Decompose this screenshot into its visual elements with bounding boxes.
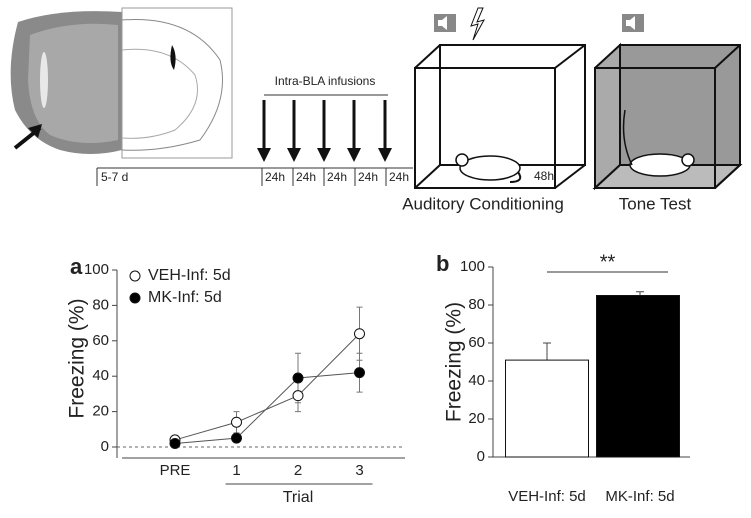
marker	[354, 328, 365, 340]
test-box	[592, 42, 743, 191]
x-tick-label: 1	[232, 462, 240, 479]
interval-label: 24h	[327, 170, 347, 184]
x-tick-label: MK-Inf: 5d	[605, 488, 674, 505]
interval-label: 24h	[296, 170, 316, 184]
y-tick-label: 0	[477, 448, 485, 465]
legend-marker	[129, 270, 141, 282]
panel-label: a	[70, 254, 83, 279]
x-tick-label: 2	[294, 462, 302, 479]
legend-marker	[129, 292, 141, 304]
infusion-label: Intra-BLA infusions	[275, 74, 376, 88]
speaker-icon	[622, 14, 644, 32]
marker	[354, 367, 365, 379]
marker	[292, 372, 304, 384]
y-tick-label: 20	[92, 403, 109, 420]
marker	[292, 390, 304, 402]
bar	[596, 295, 680, 458]
delay-label: 48h	[534, 169, 554, 183]
bar	[505, 359, 589, 458]
y-tick-label: 100	[84, 261, 109, 278]
y-tick-label: 40	[92, 367, 109, 384]
marker	[169, 437, 181, 449]
marker	[231, 416, 242, 428]
y-axis-label: Freezing (%)	[443, 302, 466, 422]
brain-image	[10, 7, 233, 159]
x-axis-label: Trial	[283, 489, 314, 506]
timeline	[96, 94, 413, 186]
y-tick-label: 80	[92, 296, 109, 313]
conditioning-box	[414, 44, 586, 189]
y-tick-label: 0	[101, 438, 109, 455]
marker	[231, 432, 242, 444]
series-line	[174, 372, 360, 444]
x-tick-label: PRE	[160, 462, 191, 479]
speaker-icon	[434, 14, 456, 32]
x-tick-label: 3	[355, 462, 363, 479]
error-bar	[636, 291, 644, 296]
conditioning-label: Auditory Conditioning	[402, 194, 564, 213]
infusion-arrows	[257, 100, 392, 162]
baseline-label: 5-7 d	[101, 170, 128, 184]
shock-icon	[470, 7, 486, 41]
interval-label: 24h	[265, 170, 285, 184]
y-tick-label: 60	[468, 334, 485, 351]
y-tick-label: 20	[468, 410, 485, 427]
x-tick-label: VEH-Inf: 5d	[508, 488, 586, 505]
panel-label: b	[436, 251, 449, 276]
legend-label: MK-Inf: 5d	[148, 289, 222, 306]
series-line	[174, 333, 360, 441]
y-tick-label: 100	[460, 258, 485, 275]
y-tick-label: 40	[468, 372, 485, 389]
error-bar	[543, 342, 551, 361]
y-tick-label: 80	[468, 296, 485, 313]
legend-label: VEH-Inf: 5d	[148, 267, 231, 284]
interval-label: 24h	[389, 170, 409, 184]
y-axis-label: Freezing (%)	[66, 298, 89, 418]
interval-label: 24h	[358, 170, 378, 184]
y-tick-label: 60	[92, 332, 109, 349]
significance-label: **	[600, 251, 616, 273]
test-label: Tone Test	[619, 194, 692, 213]
